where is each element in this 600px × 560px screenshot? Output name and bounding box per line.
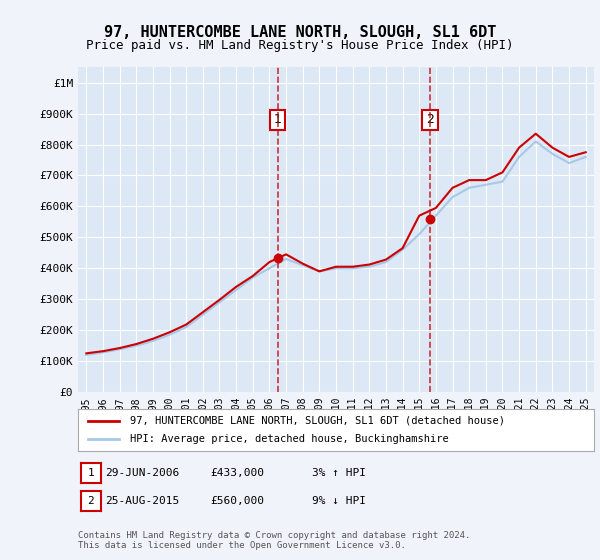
- Text: 97, HUNTERCOMBE LANE NORTH, SLOUGH, SL1 6DT: 97, HUNTERCOMBE LANE NORTH, SLOUGH, SL1 …: [104, 25, 496, 40]
- Text: 97, HUNTERCOMBE LANE NORTH, SLOUGH, SL1 6DT (detached house): 97, HUNTERCOMBE LANE NORTH, SLOUGH, SL1 …: [130, 416, 505, 426]
- Text: £433,000: £433,000: [210, 468, 264, 478]
- Text: 2: 2: [88, 496, 94, 506]
- Text: 9% ↓ HPI: 9% ↓ HPI: [312, 496, 366, 506]
- Text: HPI: Average price, detached house, Buckinghamshire: HPI: Average price, detached house, Buck…: [130, 434, 448, 444]
- Text: 1: 1: [274, 113, 281, 127]
- Text: 25-AUG-2015: 25-AUG-2015: [105, 496, 179, 506]
- Text: 29-JUN-2006: 29-JUN-2006: [105, 468, 179, 478]
- Text: 2: 2: [426, 113, 434, 127]
- Text: Price paid vs. HM Land Registry's House Price Index (HPI): Price paid vs. HM Land Registry's House …: [86, 39, 514, 52]
- Text: 3% ↑ HPI: 3% ↑ HPI: [312, 468, 366, 478]
- Text: Contains HM Land Registry data © Crown copyright and database right 2024.
This d: Contains HM Land Registry data © Crown c…: [78, 530, 470, 550]
- Text: 1: 1: [88, 468, 94, 478]
- Text: £560,000: £560,000: [210, 496, 264, 506]
